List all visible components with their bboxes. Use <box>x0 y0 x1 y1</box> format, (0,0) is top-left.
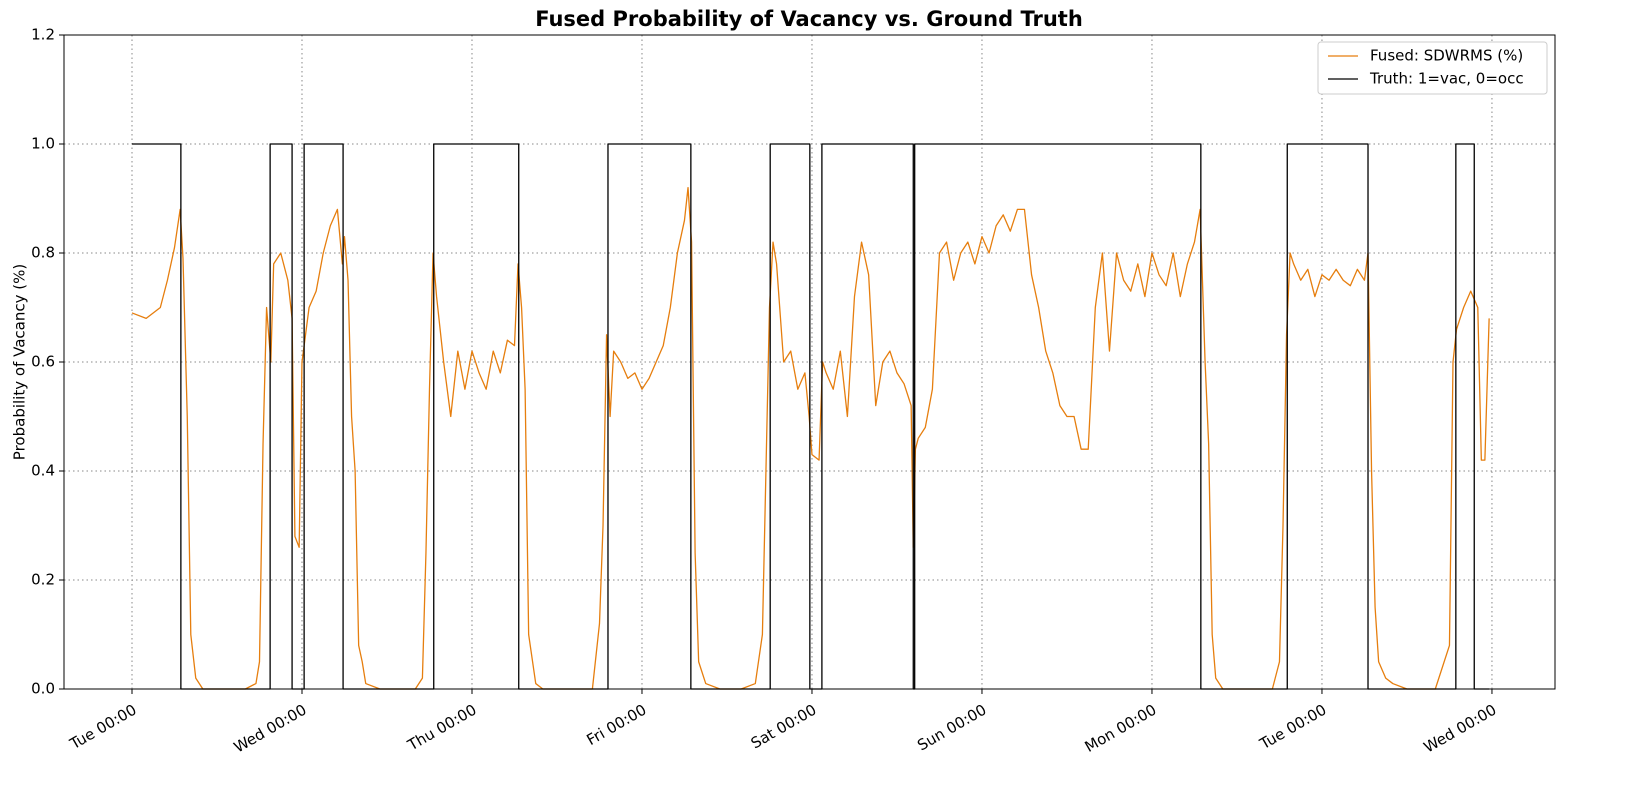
x-tick-label: Tue 00:00 <box>1256 701 1330 754</box>
chart-title: Fused Probability of Vacancy vs. Ground … <box>535 7 1083 31</box>
y-tick-label: 0.2 <box>31 571 55 589</box>
legend-box <box>1317 41 1548 95</box>
x-tick-label: Mon 00:00 <box>1082 701 1160 756</box>
x-tick-label: Wed 00:00 <box>231 701 310 757</box>
y-tick-label: 1.2 <box>31 26 55 44</box>
y-tick-label: 0.8 <box>31 244 55 262</box>
plot-frame <box>63 34 1556 690</box>
y-tick-label: 0.4 <box>31 462 55 480</box>
x-tick-label: Thu 00:00 <box>404 701 480 755</box>
x-tick-label: Tue 00:00 <box>66 701 140 754</box>
x-tick-label: Wed 00:00 <box>1421 701 1500 757</box>
series-line <box>131 186 1490 690</box>
legend-label: Fused: SDWRMS (%) <box>1370 47 1523 65</box>
y-tick-label: 1.0 <box>31 135 55 153</box>
y-axis-label: Probability of Vacancy (%) <box>11 264 29 460</box>
x-tick-label: Sat 00:00 <box>748 701 820 753</box>
x-tick-label: Fri 00:00 <box>584 701 650 750</box>
y-tick-label: 0.6 <box>31 353 55 371</box>
y-tick-label: 0.0 <box>31 680 55 698</box>
x-tick-label: Sun 00:00 <box>914 701 989 755</box>
legend-label: Truth: 1=vac, 0=occ <box>1369 70 1524 88</box>
